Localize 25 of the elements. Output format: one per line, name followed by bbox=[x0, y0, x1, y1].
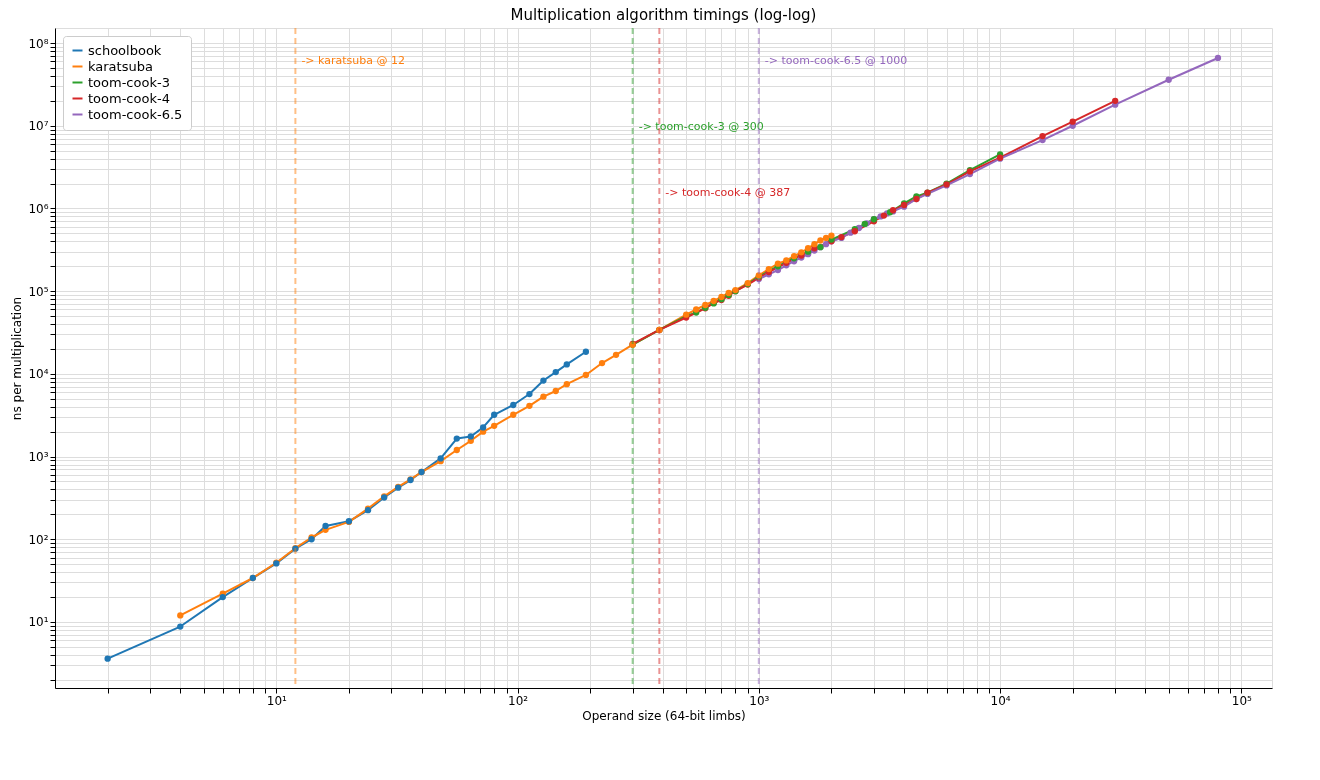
y-tick-label: 10⁵ bbox=[28, 284, 49, 299]
x-tick-label: 10² bbox=[508, 693, 529, 708]
y-tick-label: 10⁸ bbox=[28, 36, 49, 51]
legend-label: schoolbook bbox=[88, 42, 162, 58]
legend-label: toom-cook-3 bbox=[88, 74, 170, 90]
y-axis-title: ns per multiplication bbox=[10, 296, 25, 421]
legend-label: toom-cook-4 bbox=[88, 90, 170, 106]
x-tick-label: 10⁴ bbox=[990, 693, 1011, 708]
x-tick-label: 10⁵ bbox=[1231, 693, 1253, 708]
ref-line-label: -> karatsuba @ 12 bbox=[301, 54, 405, 67]
y-tick-label: 10² bbox=[28, 532, 49, 547]
x-tick-label: 10³ bbox=[749, 693, 770, 708]
ref-line-label: -> toom-cook-3 @ 300 bbox=[638, 120, 764, 133]
y-tick-label: 10³ bbox=[28, 450, 49, 465]
legend-label: toom-cook-6.5 bbox=[88, 106, 183, 122]
legend-label: karatsuba bbox=[88, 58, 153, 74]
y-tick-label: 10¹ bbox=[28, 615, 49, 630]
x-axis-title: Operand size (64-bit limbs) bbox=[582, 708, 746, 723]
ref-line-label: -> toom-cook-4 @ 387 bbox=[665, 186, 791, 199]
chart-title: Multiplication algorithm timings (log-log) bbox=[510, 6, 817, 24]
ref-line-label: -> toom-cook-6.5 @ 1000 bbox=[764, 54, 908, 67]
y-tick-label: 10⁴ bbox=[28, 367, 49, 382]
y-tick-label: 10⁶ bbox=[28, 201, 49, 216]
x-tick-label: 10¹ bbox=[266, 693, 288, 708]
y-tick-label: 10⁷ bbox=[28, 119, 49, 134]
